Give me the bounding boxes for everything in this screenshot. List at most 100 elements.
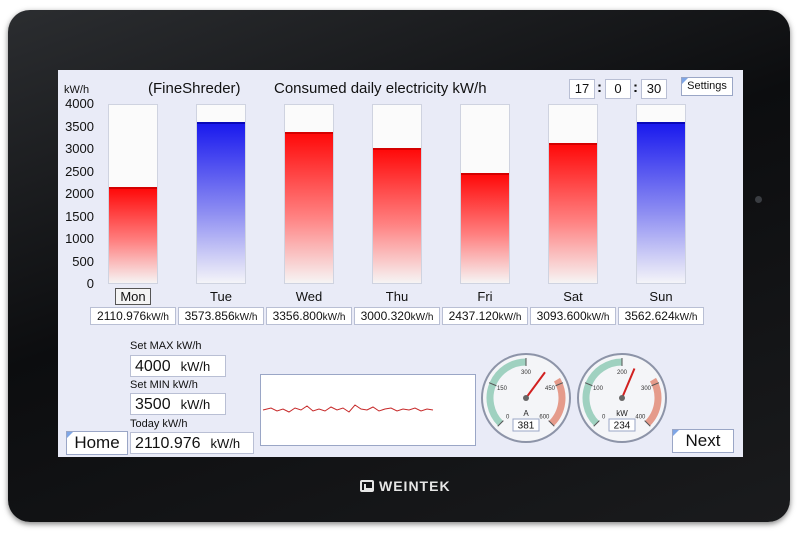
- gauge-tick-label: 600: [539, 414, 550, 420]
- y-tick-label: 4000: [65, 96, 94, 111]
- gauge-tick: [488, 382, 497, 387]
- bar-track-fri: [460, 104, 510, 284]
- brand-logo: WEINTEK: [360, 478, 451, 494]
- bar-sun: [637, 122, 685, 283]
- machine-name: (FineShreder): [148, 80, 241, 97]
- day-value-text: 3000.320: [360, 309, 411, 323]
- set-min-input[interactable]: 3500 kW/h: [130, 393, 226, 415]
- gauge-unit: A: [523, 409, 529, 418]
- gauge-tick: [497, 420, 504, 427]
- current-gauge-svg: 0 150 300 450 600 A 381: [481, 353, 571, 443]
- gauge-tick-label: 0: [506, 414, 510, 420]
- clock-minute[interactable]: 0: [605, 79, 631, 99]
- day-label-sat[interactable]: Sat: [543, 289, 603, 304]
- trend-line: [262, 404, 434, 413]
- bar-mon: [109, 187, 157, 283]
- bar-thu: [373, 147, 421, 283]
- gauge-hub: [619, 395, 625, 401]
- day-label-sun[interactable]: Sun: [631, 289, 691, 304]
- brand-name: WEINTEK: [379, 478, 451, 494]
- gauge-tick-label: 0: [602, 414, 606, 420]
- gauge-tick-label: 450: [545, 386, 556, 392]
- next-button[interactable]: Next: [672, 429, 734, 453]
- gauge-value: 381: [518, 421, 535, 432]
- gauge-tick: [644, 420, 651, 427]
- day-label-text: Sat: [563, 289, 583, 304]
- page-title: Consumed daily electricity kW/h: [274, 80, 487, 97]
- day-value-sun: 3562.624kW/h: [618, 307, 704, 325]
- day-value-text: 3093.600: [536, 309, 587, 323]
- day-value-sat: 3093.600kW/h: [530, 307, 616, 325]
- bar-sat: [549, 143, 597, 283]
- day-value-tue: 3573.856kW/h: [178, 307, 264, 325]
- clock-second[interactable]: 30: [641, 79, 667, 99]
- day-value-unit: kW/h: [674, 312, 698, 323]
- y-tick-label: 0: [86, 276, 94, 291]
- day-value-unit: kW/h: [146, 312, 169, 323]
- gauge-tick: [584, 382, 593, 387]
- current-gauge: 0 150 300 450 600 A 381: [480, 352, 572, 444]
- today-value-display: 2110.976 kW/h: [130, 432, 254, 454]
- day-value-text: 2110.976: [97, 309, 147, 323]
- settings-button[interactable]: Settings: [681, 77, 733, 96]
- gauge-tick: [593, 420, 600, 427]
- gauge-unit: kW: [616, 409, 628, 418]
- clock-hour[interactable]: 17: [569, 79, 595, 99]
- bar-track-sun: [636, 104, 686, 284]
- today-unit: kW/h: [210, 436, 241, 451]
- day-value-text: 3356.800: [272, 309, 323, 323]
- trend-line-svg: [262, 404, 434, 413]
- gauge-tick: [548, 420, 555, 427]
- gauge-tick-label: 150: [497, 386, 508, 392]
- home-button[interactable]: Home: [66, 431, 128, 455]
- gauge-tick-label: 200: [617, 370, 628, 376]
- set-max-label: Set MAX kW/h: [130, 340, 202, 352]
- day-value-text: 3562.624: [624, 309, 675, 323]
- day-value-unit: kW/h: [498, 312, 522, 323]
- clock-separator: :: [597, 79, 602, 96]
- day-label-thu[interactable]: Thu: [367, 289, 427, 304]
- clock-separator: :: [633, 79, 638, 96]
- trend-graph: [260, 374, 476, 446]
- day-value-wed: 3356.800kW/h: [266, 307, 352, 325]
- set-min-label: Set MIN kW/h: [130, 379, 198, 391]
- day-label-wed[interactable]: Wed: [279, 289, 339, 304]
- day-value-mon: 2110.976kW/h: [90, 307, 176, 325]
- today-value: 2110.976: [135, 435, 201, 452]
- gauge-needle: [525, 371, 546, 399]
- day-label-text: Sun: [649, 289, 673, 304]
- bar-tue: [197, 121, 245, 283]
- day-value-unit: kW/h: [410, 312, 434, 323]
- day-value-unit: kW/h: [322, 312, 346, 323]
- power-gauge-svg: 0 100 200 300 400 kW 234: [577, 353, 667, 443]
- bar-fri: [461, 172, 509, 283]
- day-label-tue[interactable]: Tue: [191, 289, 251, 304]
- power-gauge: 0 100 200 300 400 kW 234: [576, 352, 668, 444]
- day-label-text: Wed: [295, 289, 323, 304]
- y-tick-label: 500: [72, 253, 94, 269]
- day-label-text: Thu: [385, 289, 409, 304]
- y-tick-label: 2500: [65, 163, 94, 179]
- day-value-unit: kW/h: [234, 312, 258, 323]
- y-tick-label: 3500: [65, 118, 94, 134]
- y-axis-unit: kW/h: [64, 84, 90, 96]
- y-tick-label: 2000: [65, 186, 94, 201]
- day-label-text: Tue: [210, 289, 232, 304]
- day-label-fri[interactable]: Fri: [455, 289, 515, 304]
- gauge-value-box: [512, 418, 540, 432]
- today-label: Today kW/h: [130, 418, 188, 430]
- set-max-unit: kW/h: [180, 359, 211, 374]
- day-value-text: 2437.120: [448, 309, 499, 323]
- bar-track-sat: [548, 104, 598, 284]
- y-tick-label: 1000: [65, 231, 94, 246]
- camera-dot: [755, 196, 762, 203]
- gauge-tick-label: 300: [521, 370, 532, 376]
- set-max-input[interactable]: 4000 kW/h: [130, 355, 226, 377]
- gauge-hub: [523, 395, 529, 401]
- gauge-tick-label: 100: [593, 386, 604, 392]
- day-value-unit: kW/h: [586, 312, 610, 323]
- gauge-value: 234: [614, 421, 631, 432]
- day-label-text: Mon: [115, 288, 151, 305]
- day-label-text: Fri: [477, 289, 493, 304]
- day-label-mon[interactable]: Mon: [103, 288, 163, 305]
